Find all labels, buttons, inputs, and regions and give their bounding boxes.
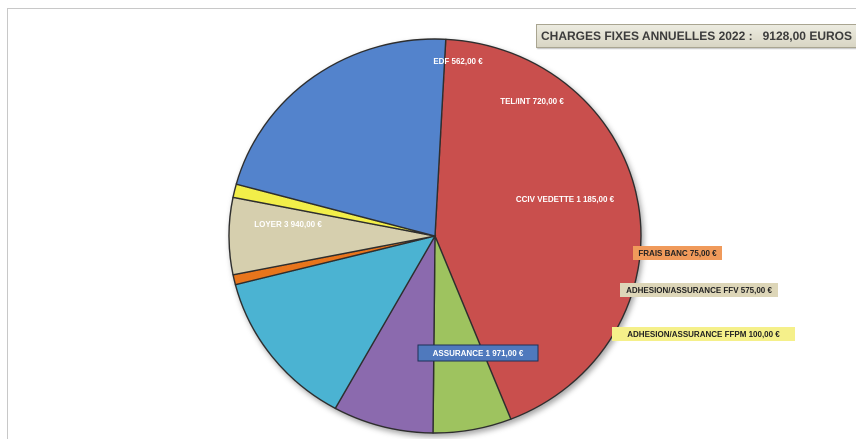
label-box-frais-banc bbox=[633, 246, 722, 260]
slice-label-tel-int: TEL/INT 720,00 € bbox=[500, 97, 564, 106]
pie-slices bbox=[228, 38, 642, 434]
chart-title: CHARGES FIXES ANNUELLES 2022 : 9128,00 E… bbox=[536, 24, 856, 48]
pie-slice-loyer bbox=[434, 38, 642, 421]
slice-label-adhesion-assurance-ffv: ADHESION/ASSURANCE FFV 575,00 € bbox=[626, 286, 772, 295]
label-box-assurance bbox=[417, 344, 539, 362]
pie-slice-tel-int bbox=[334, 233, 436, 434]
pie-slice-cciv-vedette bbox=[234, 234, 437, 410]
slice-label-frais-banc: FRAIS BANC 75,00 € bbox=[638, 249, 717, 258]
pie-slice-assurance bbox=[235, 38, 447, 237]
slice-label-assurance: ASSURANCE 1 971,00 € bbox=[433, 349, 524, 358]
slice-label-edf: EDF 562,00 € bbox=[433, 57, 483, 66]
label-box-adhesion-assurance-ffpm bbox=[612, 327, 795, 341]
slice-label-adhesion-assurance-ffpm: ADHESION/ASSURANCE FFPM 100,00 € bbox=[627, 330, 780, 339]
slice-label-cciv-vedette: CCIV VEDETTE 1 185,00 € bbox=[516, 195, 615, 204]
slice-label-loyer: LOYER 3 940,00 € bbox=[254, 220, 322, 229]
label-box-adhesion-assurance-ffv bbox=[620, 283, 778, 297]
pie-labels: LOYER 3 940,00 € EDF 562,00 € TEL/INT 720,… bbox=[254, 57, 795, 362]
